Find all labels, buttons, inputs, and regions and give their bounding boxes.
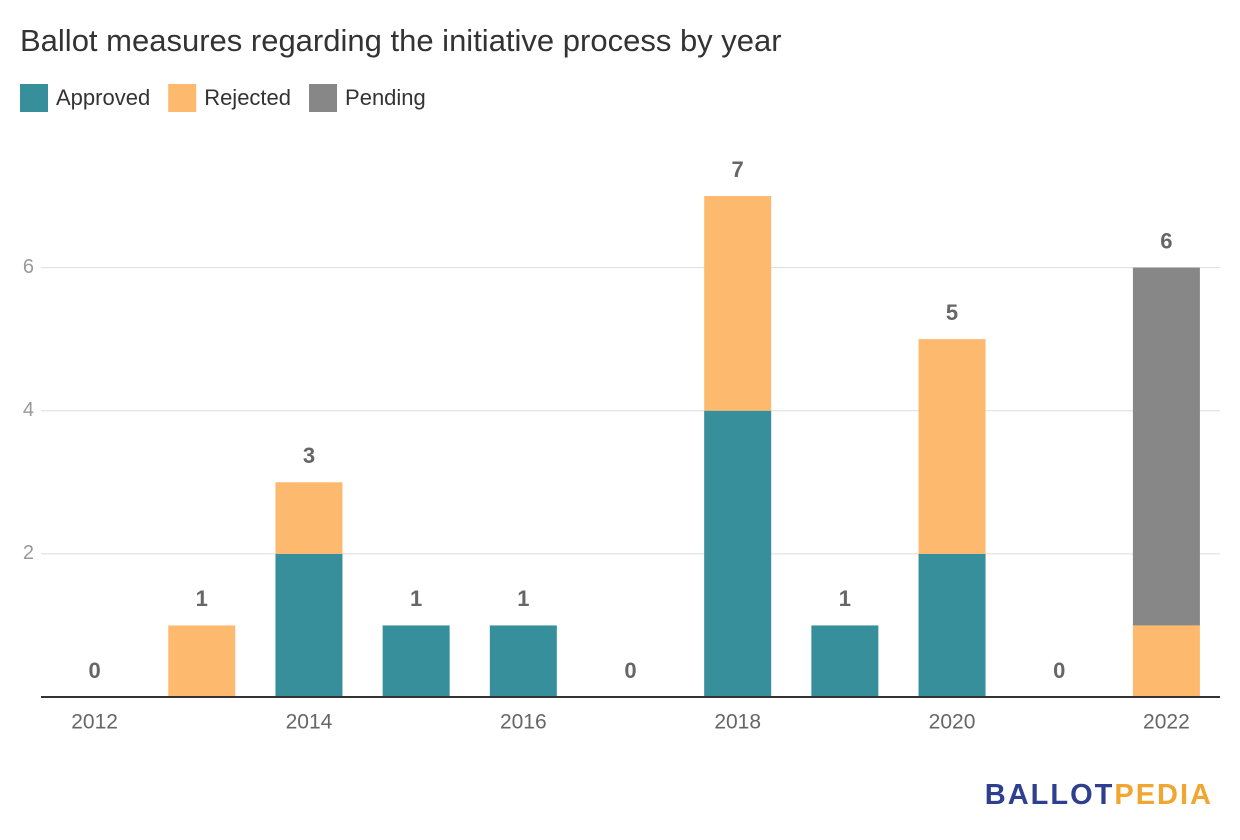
bar-segment	[1132, 267, 1200, 626]
legend-swatch	[309, 84, 338, 112]
total-label: 0	[88, 658, 100, 683]
legend-label: Pending	[345, 85, 426, 110]
total-label: 0	[624, 658, 636, 683]
bar-segment	[382, 625, 450, 697]
total-label: 0	[1053, 658, 1065, 683]
total-label: 3	[303, 443, 315, 468]
bar-segment	[918, 553, 986, 697]
legend-label: Approved	[56, 85, 150, 110]
chart-title: Ballot measures regarding the initiative…	[20, 23, 782, 58]
x-tick-label: 2018	[714, 711, 761, 734]
logo-part: BALLOT	[985, 779, 1115, 811]
total-label: 1	[839, 586, 851, 611]
x-tick-label: 2012	[71, 711, 118, 734]
legend-swatch	[20, 84, 48, 112]
legend-label: Rejected	[204, 85, 291, 110]
y-tick-label: 6	[23, 256, 34, 278]
bar-segment	[704, 410, 772, 697]
x-tick-label: 2022	[1143, 711, 1190, 734]
bar-segment	[275, 553, 343, 697]
bar-segment	[168, 625, 236, 697]
y-tick-label: 4	[23, 399, 34, 421]
bar-segment	[918, 339, 986, 554]
bar-segment	[1132, 625, 1200, 697]
total-label: 7	[732, 157, 744, 182]
bar-segment	[811, 625, 879, 697]
legend-swatch	[168, 84, 197, 112]
bar-segment	[489, 625, 557, 697]
total-label: 1	[517, 586, 529, 611]
total-label: 6	[1160, 228, 1172, 253]
logo: BALLOTPEDIA	[985, 779, 1213, 811]
total-label: 5	[946, 300, 958, 325]
bar-segment	[704, 196, 772, 411]
total-label: 1	[410, 586, 422, 611]
y-tick-label: 2	[23, 542, 34, 564]
bar-segment	[275, 482, 343, 554]
x-tick-label: 2014	[286, 711, 333, 734]
x-tick-label: 2020	[929, 711, 976, 734]
logo-part: PEDIA	[1114, 779, 1213, 811]
x-tick-label: 2016	[500, 711, 547, 734]
total-label: 1	[196, 586, 208, 611]
